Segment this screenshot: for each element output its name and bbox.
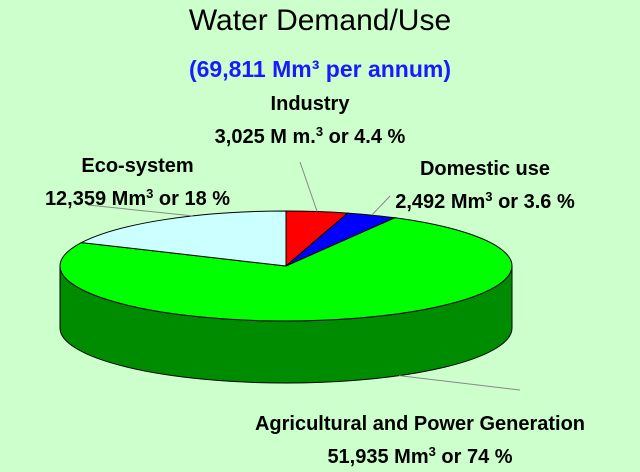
label-domestic-use: Domestic use 2,492 Mm3 or 3.6 % [350,155,620,216]
label-eco-system: Eco-system 12,359 Mm3 or 18 % [0,152,275,213]
label-industry-name: Industry [270,93,350,115]
label-domestic-use-value: 2,492 Mm3 or 3.6 % [395,189,575,213]
label-eco-system-value: 12,359 Mm3 or 18 % [44,186,231,210]
leader-industry [299,161,318,212]
chart-title: Water Demand/Use [188,4,452,37]
leader-agricultural [398,375,521,391]
label-industry-value: 3,025 M m.3 or 4.4 % [214,124,406,148]
label-industry: Industry 3,025 M m.3 or 4.4 % [150,90,470,151]
chart-subtitle: (69,811 Mm³ per annum) [188,56,452,82]
label-domestic-use-name: Domestic use [419,158,551,180]
pie-slice-eco-system [79,210,287,267]
leader-eco-system [87,204,193,217]
label-agricultural: Agricultural and Power Generation 51,935… [205,410,635,471]
label-agricultural-name: Agricultural and Power Generation [254,413,586,435]
pie-slice-agricultural-and-power-generation [59,217,513,322]
label-agricultural-value: 51,935 Mm3 or 74 % [327,444,513,468]
label-eco-system-name: Eco-system [81,155,194,177]
leader-domestic [371,195,391,216]
